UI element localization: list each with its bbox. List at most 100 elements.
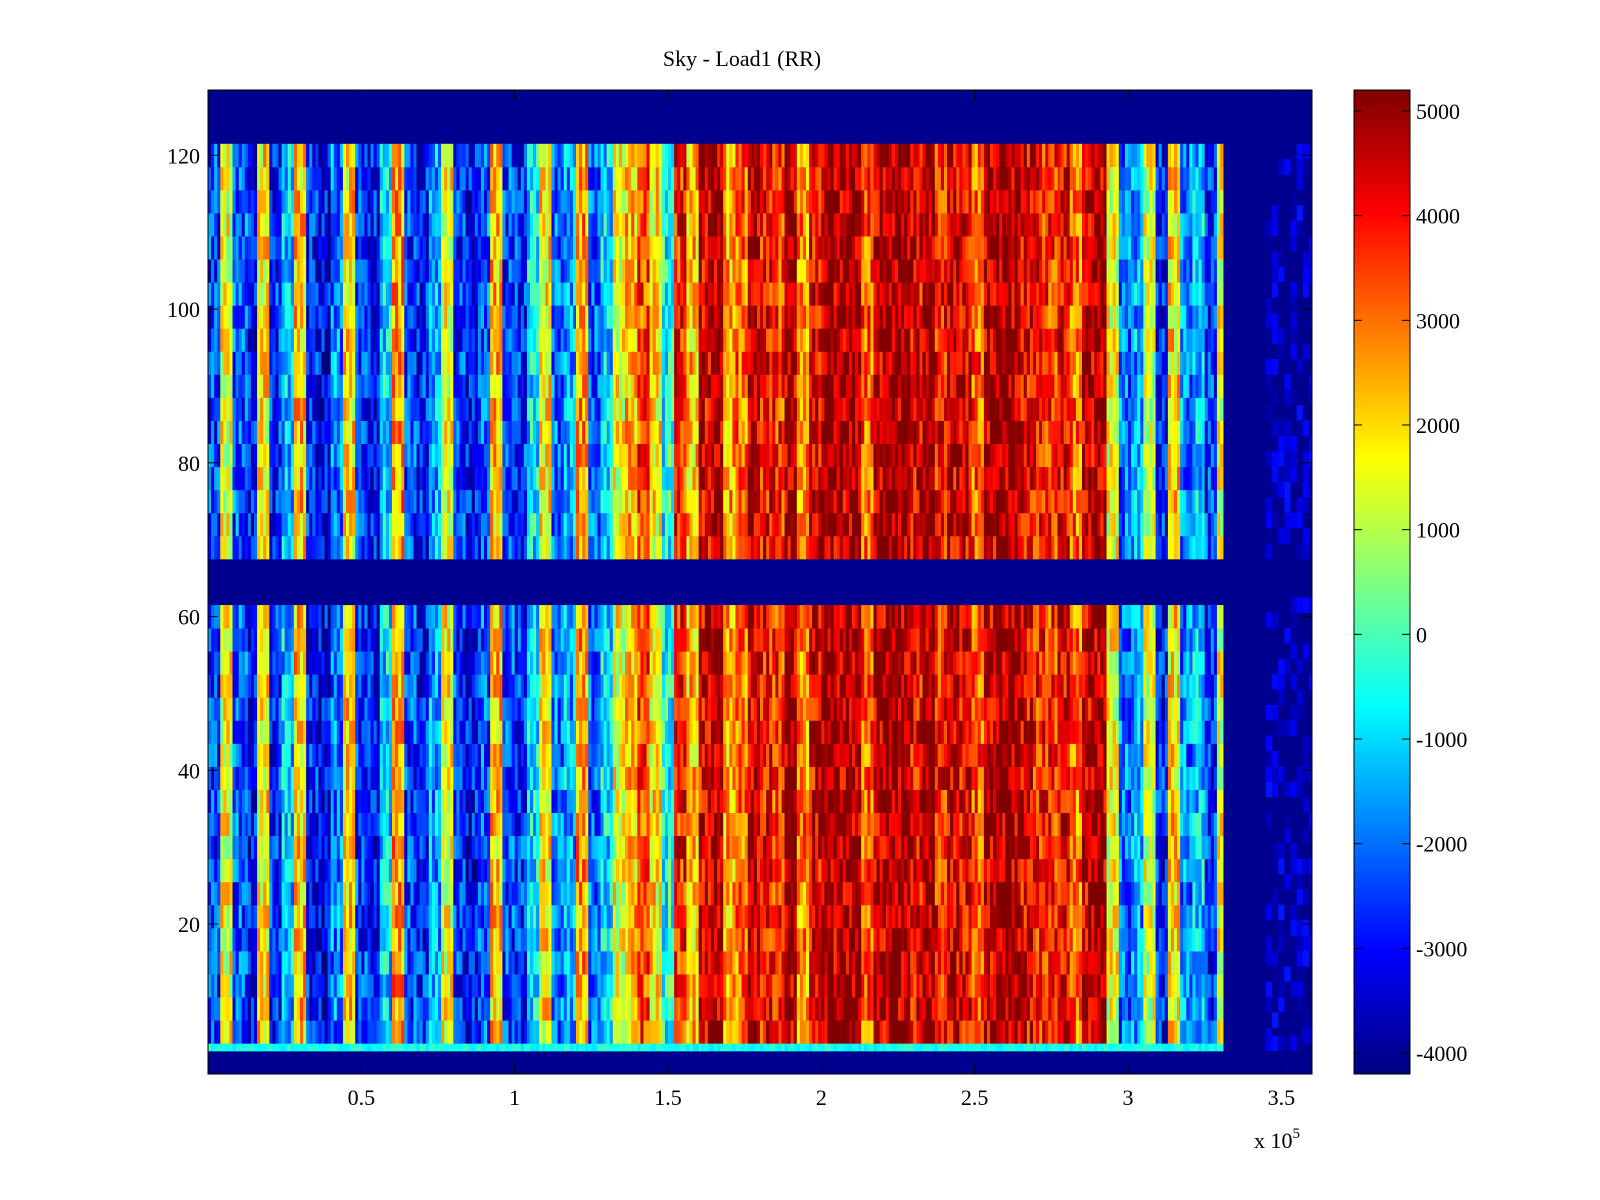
heatmap-cell	[990, 997, 994, 1021]
heatmap-cell	[300, 881, 304, 906]
heatmap-cell	[517, 812, 522, 837]
heatmap-cell	[465, 743, 470, 767]
heatmap-cell	[401, 835, 405, 860]
heatmap-cell	[208, 1043, 212, 1052]
heatmap-cell	[554, 881, 558, 906]
heatmap-cell	[919, 974, 923, 998]
heatmap-cell	[695, 1020, 700, 1044]
heatmap-cell	[1026, 997, 1031, 1021]
heatmap-cell	[422, 743, 427, 767]
heatmap-cell	[609, 951, 614, 975]
heatmap-cell	[704, 1043, 709, 1052]
heatmap-cell	[671, 904, 675, 929]
heatmap-cell	[1124, 1043, 1129, 1052]
heatmap-cell	[1180, 997, 1184, 1021]
heatmap-cell	[496, 881, 500, 906]
heatmap-cell	[845, 766, 850, 790]
heatmap-cell	[1017, 720, 1022, 744]
heatmap-cell	[588, 881, 592, 906]
heatmap-cell	[355, 789, 359, 814]
heatmap-cell	[1078, 927, 1083, 952]
heatmap-cell	[410, 1020, 414, 1044]
heatmap-cell	[579, 881, 583, 906]
heatmap-cell	[1054, 835, 1058, 860]
heatmap-cell	[1088, 858, 1092, 883]
heatmap-cell	[456, 974, 460, 998]
heatmap-cell	[661, 812, 666, 837]
heatmap-cell	[1063, 743, 1068, 767]
heatmap-cell	[1085, 881, 1089, 906]
heatmap-cell	[845, 812, 850, 837]
heatmap-cell	[1183, 997, 1187, 1021]
heatmap-cell	[496, 766, 500, 790]
heatmap-cell	[1005, 766, 1009, 790]
heatmap-cell	[1045, 951, 1049, 975]
heatmap-cell	[1029, 881, 1034, 906]
heatmap-cell	[395, 720, 399, 744]
heatmap-cell	[934, 997, 939, 1021]
heatmap-cell	[1192, 766, 1196, 790]
heatmap-cell	[643, 997, 647, 1021]
heatmap-cell	[701, 858, 706, 883]
heatmap-cell	[720, 927, 724, 952]
heatmap-cell	[551, 974, 555, 998]
heatmap-cell	[477, 951, 482, 975]
heatmap-cell	[576, 997, 580, 1021]
heatmap-cell	[456, 997, 460, 1021]
heatmap-cell	[839, 927, 844, 952]
heatmap-cell	[484, 1043, 488, 1052]
heatmap-cell	[618, 766, 623, 790]
heatmap-cell	[410, 766, 414, 790]
heatmap-cell	[361, 789, 365, 814]
heatmap-cell	[385, 858, 390, 883]
heatmap-cell	[597, 812, 601, 837]
heatmap-cell	[422, 974, 427, 998]
heatmap-cell	[704, 1020, 709, 1044]
heatmap-cell	[465, 858, 470, 883]
heatmap-cell	[560, 1020, 565, 1044]
heatmap-cell	[422, 997, 427, 1021]
heatmap-cell	[315, 904, 319, 929]
heatmap-cell	[683, 974, 687, 998]
heatmap-cell	[625, 1020, 629, 1044]
heatmap-cell	[1069, 1020, 1074, 1044]
heatmap-cell	[809, 881, 813, 906]
heatmap-cell	[882, 1020, 887, 1044]
heatmap-cell	[1103, 974, 1107, 998]
heatmap-cell	[1140, 927, 1144, 952]
heatmap-cell	[894, 951, 899, 975]
heatmap-cell	[698, 997, 703, 1021]
heatmap-cell	[585, 835, 589, 860]
heatmap-cell	[1097, 789, 1101, 814]
heatmap-cell	[1121, 812, 1126, 837]
heatmap-cell	[290, 766, 295, 790]
heatmap-cell	[729, 720, 733, 744]
heatmap-cell	[756, 997, 761, 1021]
heatmap-cell	[554, 812, 558, 837]
heatmap-cell	[971, 974, 976, 998]
heatmap-cell	[410, 927, 414, 952]
heatmap-cell	[499, 927, 503, 952]
heatmap-cell	[1014, 1043, 1018, 1052]
heatmap-cell	[858, 951, 862, 975]
heatmap-cell	[1213, 720, 1218, 744]
heatmap-cell	[815, 951, 819, 975]
heatmap-cell	[1078, 974, 1083, 998]
heatmap-cell	[1174, 743, 1178, 767]
heatmap-cell	[904, 720, 908, 744]
heatmap-cell	[1011, 927, 1015, 952]
heatmap-cell	[830, 927, 834, 952]
heatmap-cell	[1060, 997, 1064, 1021]
heatmap-cell	[284, 720, 289, 744]
heatmap-cell	[806, 927, 810, 952]
heatmap-cell	[980, 789, 985, 814]
heatmap-cell	[720, 997, 724, 1021]
heatmap-cell	[346, 1043, 350, 1052]
heatmap-cell	[861, 997, 865, 1021]
heatmap-cell	[477, 789, 482, 814]
heatmap-cell	[333, 904, 338, 929]
heatmap-cell	[1213, 743, 1218, 767]
heatmap-cell	[944, 720, 948, 744]
heatmap-cell	[1069, 835, 1074, 860]
heatmap-cell	[732, 881, 736, 906]
